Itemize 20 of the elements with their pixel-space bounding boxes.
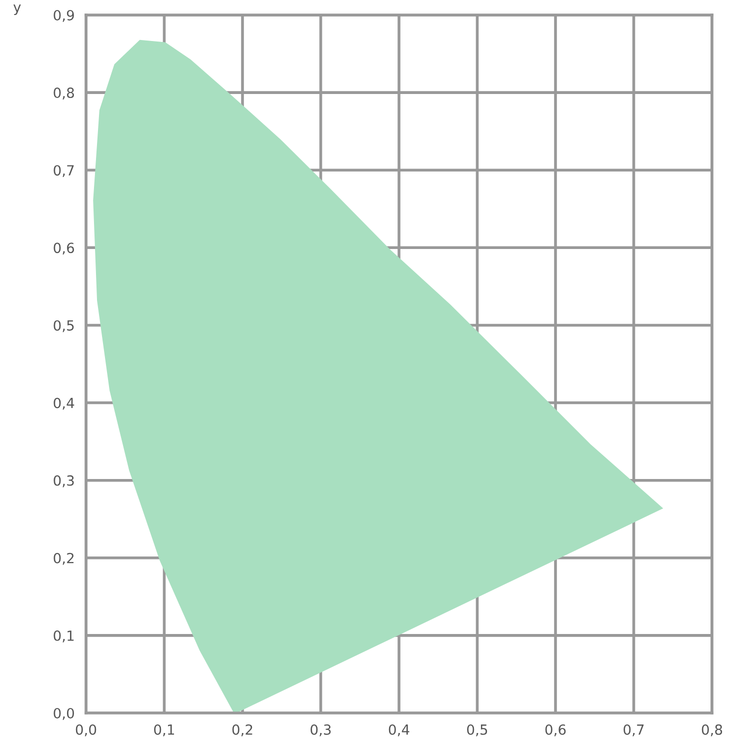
y-tick-label: 0,5: [54, 320, 74, 332]
y-tick-label: 0,4: [54, 398, 74, 410]
y-tick-label: 0,8: [54, 88, 74, 100]
y-axis-title: y: [13, 4, 21, 15]
y-tick-label: 0,0: [54, 708, 74, 720]
x-tick-label: 0,8: [702, 724, 722, 736]
y-tick-label: 0,7: [54, 165, 74, 177]
x-tick-label: 0,5: [467, 724, 488, 736]
y-tick-label: 0,1: [54, 630, 74, 642]
x-tick-label: 0,6: [545, 724, 566, 736]
x-tick-label: 0,0: [76, 724, 96, 736]
x-tick-label: 0,1: [154, 724, 174, 736]
x-tick-label: 0,3: [310, 724, 331, 736]
y-tick-label: 0,6: [54, 242, 74, 255]
x-tick-label: 0,4: [388, 724, 410, 736]
y-tick-label: 0,3: [54, 475, 74, 488]
x-tick-label: 0,7: [624, 724, 644, 736]
y-tick-label: 0,9: [54, 10, 74, 22]
x-tick-label: 0,2: [232, 724, 252, 736]
y-tick-label: 0,2: [54, 552, 74, 565]
